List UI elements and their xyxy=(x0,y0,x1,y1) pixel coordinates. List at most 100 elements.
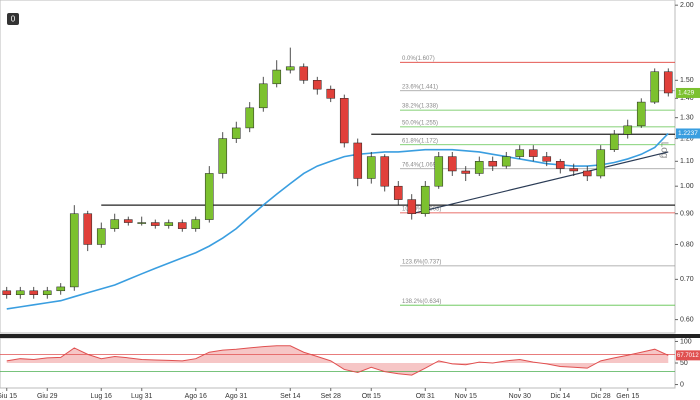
y-tick-label: 0.80 xyxy=(680,241,694,248)
y-tick-label: 0 xyxy=(680,381,684,388)
last-label-box xyxy=(676,350,700,361)
main-panel xyxy=(0,0,676,334)
y-tick-label: 100 xyxy=(680,338,692,345)
x-tick-label: Ago 31 xyxy=(225,393,247,400)
last-label: 67.7012 xyxy=(677,353,699,359)
badge: 0 xyxy=(11,15,16,24)
candle-body xyxy=(447,156,457,172)
fib-label: 23.6%(1.441) xyxy=(402,84,438,90)
fib-label: 61.8%(1.172) xyxy=(402,138,438,144)
candle-body xyxy=(663,71,673,94)
x-tick-label: Set 28 xyxy=(321,393,341,400)
candle-body xyxy=(191,219,201,229)
candle-body xyxy=(285,66,295,71)
candle-body xyxy=(596,149,606,177)
candle-body xyxy=(204,173,214,220)
fib-label: 38.2%(1.338) xyxy=(402,104,438,110)
candle-body xyxy=(272,69,282,85)
candle-body xyxy=(501,156,511,167)
candle-body xyxy=(218,138,228,174)
candle-body xyxy=(582,170,592,177)
last-label-box xyxy=(676,87,700,98)
candle-body xyxy=(299,66,309,81)
candle-body xyxy=(407,199,417,214)
x-tick-label: Ago 16 xyxy=(185,393,207,400)
candle-body xyxy=(312,80,322,90)
x-tick-label: Set 14 xyxy=(280,393,300,400)
candle-body xyxy=(110,219,120,229)
fib-label: 0.0%(1.607) xyxy=(402,56,435,62)
candle-body xyxy=(83,213,93,245)
last-label: 1.429 xyxy=(678,90,695,97)
candle-body xyxy=(123,219,133,223)
candle-body xyxy=(2,290,12,295)
oscillator-line xyxy=(6,345,669,376)
candle-body xyxy=(515,149,525,157)
x-tick-label: Nov 15 xyxy=(455,393,477,400)
candle-body xyxy=(96,228,106,245)
candle-body xyxy=(339,98,349,144)
candle-body xyxy=(42,290,52,295)
fib-label: 76.4%(1.069) xyxy=(402,162,438,168)
x-tick-label: Gen 15 xyxy=(616,393,639,400)
candle-body xyxy=(636,101,646,127)
y-tick-label: 0.70 xyxy=(680,276,694,283)
candle-body xyxy=(231,127,241,139)
oscillator-area xyxy=(6,345,669,376)
candle-body xyxy=(542,156,552,162)
x-tick-label: Lug 31 xyxy=(131,393,153,400)
candle-body xyxy=(150,222,160,226)
candle-body xyxy=(650,71,660,103)
last-label: 1.2237 xyxy=(678,130,698,137)
x-tick-label: Giu 15 xyxy=(0,393,17,400)
y-tick-label: 1.50 xyxy=(680,77,694,84)
candle-body xyxy=(245,107,255,129)
fib-label: 50.0%(1.255) xyxy=(402,120,438,126)
candle-body xyxy=(623,125,633,135)
x-tick-label: Dic 28 xyxy=(591,393,611,400)
candle-body xyxy=(393,185,403,200)
candle-body xyxy=(56,286,66,292)
candle-body xyxy=(474,161,484,174)
y-tick-label: 0.90 xyxy=(680,211,694,218)
x-tick-label: Lug 16 xyxy=(91,393,113,400)
candle-body xyxy=(258,83,268,109)
candle-body xyxy=(137,222,147,224)
x-tick-label: Ott 15 xyxy=(362,393,381,400)
y-tick-label: 2.00 xyxy=(680,2,694,9)
candle-body xyxy=(569,168,579,172)
candle-body xyxy=(164,222,174,226)
y-tick-label: 1.20 xyxy=(680,135,694,142)
scale-label: Log xyxy=(658,142,669,159)
candle-body xyxy=(366,156,376,179)
candle-body xyxy=(177,222,187,229)
y-tick-label: 1.00 xyxy=(680,183,694,190)
candle-body xyxy=(15,290,25,295)
badge-box xyxy=(7,13,19,25)
candle-body xyxy=(29,290,39,295)
candle-body xyxy=(326,88,336,99)
y-tick-label: 1.10 xyxy=(680,158,694,165)
candle-body xyxy=(555,161,565,169)
fib-label: 138.2%(0.634) xyxy=(402,299,441,305)
last-label-box xyxy=(676,128,700,139)
candle-body xyxy=(353,142,363,179)
candle-body xyxy=(461,170,471,174)
trendline xyxy=(411,151,669,215)
candle-body xyxy=(488,161,498,167)
y-tick-label: 1.40 xyxy=(680,95,694,102)
candle-body xyxy=(69,213,79,288)
candle-body xyxy=(380,156,390,187)
fib-label: 123.6%(0.737) xyxy=(402,259,441,265)
candle-body xyxy=(528,149,538,157)
x-tick-label: Dic 14 xyxy=(550,393,570,400)
x-tick-label: Ott 31 xyxy=(416,393,435,400)
candle-body xyxy=(609,134,619,150)
y-tick-label: 0.60 xyxy=(680,316,694,323)
y-tick-label: 1.30 xyxy=(680,115,694,122)
separator xyxy=(0,334,700,338)
x-tick-label: Nov 30 xyxy=(509,393,531,400)
candle-body xyxy=(420,185,430,214)
